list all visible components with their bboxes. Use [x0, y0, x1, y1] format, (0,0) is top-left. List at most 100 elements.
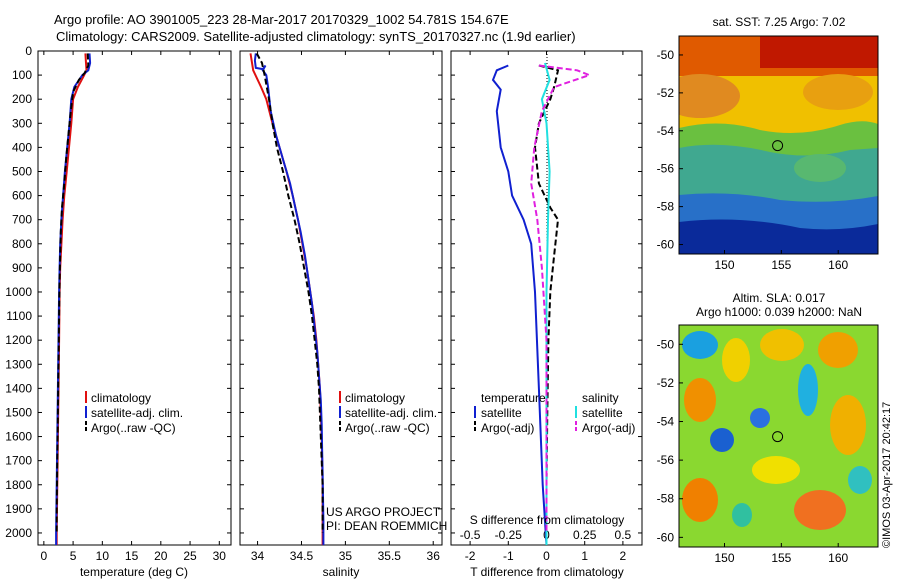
legend-label-climatology: climatology [345, 391, 405, 405]
x2-tick-label: -0.5 [460, 528, 481, 542]
sla-low-anomaly [798, 364, 818, 416]
temperature-axes-frame [37, 50, 232, 546]
x-tick-label: 0 [41, 549, 48, 563]
map-y-tick-label: -54 [657, 415, 675, 429]
sst-map-title: sat. SST: 7.25 Argo: 7.02 [713, 15, 846, 29]
sla-high-anomaly [722, 338, 750, 382]
depth-tick-label: 1700 [5, 454, 32, 468]
depth-tick-label: 200 [12, 92, 32, 106]
depth-tick-label: 1300 [5, 357, 32, 371]
difference-legend: temperature satellite Argo(-adj) salinit… [474, 391, 635, 435]
x-tick-label: 35 [339, 549, 353, 563]
map-x-tick-label: 160 [828, 551, 848, 565]
series-line-satellite-adj-clim- [253, 53, 325, 545]
sla-low-anomaly [750, 408, 770, 428]
legend-label-s-argo: Argo(-adj) [582, 421, 635, 435]
map-y-tick-label: -56 [657, 162, 675, 176]
sla-high-anomaly [818, 332, 858, 368]
depth-tick-label: 1400 [5, 381, 32, 395]
sst-heatmap [679, 36, 878, 254]
x-tick-label: 5 [70, 549, 77, 563]
argo-location-marker [772, 431, 784, 443]
x-tick-label: 1 [581, 549, 588, 563]
sla-low-anomaly [848, 466, 872, 494]
salinity-xlabel: salinity [323, 565, 360, 579]
sst-map-panel: sat. SST: 7.25 Argo: 7.02 150 155 160 -50 -5… [657, 15, 879, 272]
pi-annotation: PI: DEAN ROEMMICH [326, 519, 447, 533]
salinity-legend: climatology satellite-adj. clim. Argo(..… [339, 391, 437, 435]
map-y-tick-label: -58 [657, 200, 675, 214]
series-line-argo-raw-qc- [55, 53, 90, 533]
x-tick-label: 36 [427, 549, 441, 563]
depth-tick-label: 1600 [5, 430, 32, 444]
salinity-panel: 34 34.5 35 35.5 36 salinity climatology sate… [239, 50, 447, 579]
sst-dark-blue-band [679, 219, 878, 254]
depth-tick-label: 400 [12, 140, 32, 154]
depth-tick-label: 1000 [5, 285, 32, 299]
x-tick-label: 30 [213, 549, 227, 563]
map-y-tick-label: -54 [657, 124, 675, 138]
map-y-tick-label: -50 [657, 337, 675, 351]
sla-map-frame [678, 324, 879, 548]
temperature-legend: climatology satellite-adj. clim. Argo(..… [85, 391, 183, 435]
sla-high-anomaly [682, 478, 718, 522]
sla-map-subtitle: Argo h1000: 0.039 h2000: NaN [696, 305, 862, 319]
difference-x-axis: -2 -1 0 1 2 [465, 51, 627, 563]
temperature-panel: 0100200300400500600700800900100011001200… [5, 44, 232, 579]
depth-tick-label: 1900 [5, 502, 32, 516]
difference-panel: -2 -1 0 1 2 -0.5 -0.25 0 0.25 0.5 T difference f… [450, 50, 643, 579]
x-tick-label: 34.5 [290, 549, 314, 563]
sla-high-anomaly [830, 395, 866, 455]
x-tick-label: 0 [543, 549, 550, 563]
sla-map-title: Altim. SLA: 0.017 [733, 291, 826, 305]
legend-label-satellite: satellite-adj. clim. [91, 406, 183, 420]
sst-orange-patch [803, 74, 873, 110]
sla-low-anomaly [732, 503, 752, 527]
x2-tick-label: -0.25 [495, 528, 523, 542]
sst-orange-patch [679, 74, 740, 118]
x-tick-label: 15 [125, 549, 139, 563]
argo-location-marker [772, 140, 784, 152]
depth-tick-label: 300 [12, 116, 32, 130]
map-y-tick-label: -52 [657, 86, 675, 100]
legend-label-satellite: satellite-adj. clim. [345, 406, 437, 420]
sla-map-ticks: 150 155 160 -50 -52 -54 -56 -58 -60 [657, 337, 849, 565]
depth-tick-label: 100 [12, 68, 32, 82]
series-line-t-satellite [491, 64, 548, 545]
map-x-tick-label: 155 [771, 258, 791, 272]
x-tick-label: -2 [465, 549, 476, 563]
sla-high-anomaly [794, 490, 846, 530]
sst-map-ticks: 150 155 160 -50 -52 -54 -56 -58 -60 [657, 48, 849, 272]
legend-label-argo: Argo(..raw -QC) [345, 421, 430, 435]
header-line-2: Climatology: CARS2009. Satellite-adjuste… [56, 29, 576, 44]
s-difference-xlabel: S difference from climatology [470, 513, 625, 527]
map-x-tick-label: 155 [771, 551, 791, 565]
header-line-1: Argo profile: AO 3901005_223 28-Mar-2017… [54, 12, 509, 27]
depth-tick-label: 1800 [5, 478, 32, 492]
depth-tick-label: 0 [25, 44, 32, 58]
salinity-depth-ticks [240, 50, 442, 534]
depth-tick-label: 700 [12, 213, 32, 227]
map-y-tick-label: -50 [657, 48, 675, 62]
imos-timestamp: ©IMOS 03-Apr-2017 20:42:17 [881, 402, 893, 548]
sla-high-anomaly [684, 378, 716, 422]
salinity-axes-frame [239, 50, 443, 546]
project-annotation: US ARGO PROJECT [326, 505, 441, 519]
x-tick-label: 20 [154, 549, 168, 563]
difference-lines [491, 62, 593, 545]
legend-label-climatology: climatology [91, 391, 151, 405]
sst-map-frame [678, 35, 879, 255]
temperature-lines [55, 53, 92, 545]
legend-title-salinity: salinity [582, 391, 619, 405]
sla-low-anomaly [682, 331, 718, 359]
series-line-s-argo-adj- [530, 64, 593, 533]
temperature-x-axis: 0 5 10 15 20 25 30 [41, 51, 227, 563]
x-tick-label: 34 [251, 549, 265, 563]
series-line-climatology [55, 53, 88, 545]
depth-tick-label: 1200 [5, 333, 32, 347]
depth-tick-label: 900 [12, 261, 32, 275]
depth-tick-label: 2000 [5, 526, 32, 540]
series-line-satellite-adj-clim- [55, 53, 92, 545]
legend-label-t-argo: Argo(-adj) [481, 421, 534, 435]
map-y-tick-label: -58 [657, 492, 675, 506]
